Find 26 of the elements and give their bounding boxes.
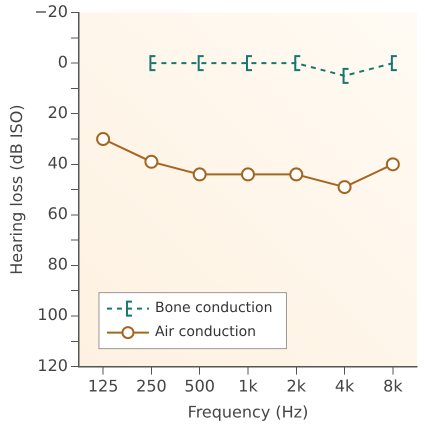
y-tick-label: 60 [48, 204, 68, 224]
y-tick-label: 100 [37, 305, 68, 324]
point [192, 167, 207, 182]
x-tick-label: 2k [286, 376, 307, 396]
point [144, 154, 158, 169]
y-tick-label: 0 [58, 52, 68, 72]
point [338, 180, 352, 194]
point [96, 132, 110, 146]
y-tick-label: −20 [34, 2, 68, 21]
point [289, 167, 304, 182]
y-tick-label: 80 [48, 254, 68, 274]
x-tick-label: 1k [238, 376, 258, 396]
legend-label: Bone conduction [154, 300, 272, 316]
point [386, 157, 400, 172]
y-tick-label: 40 [48, 153, 68, 172]
x-tick-label: 125 [88, 376, 118, 396]
x-tick-label: 500 [184, 376, 215, 396]
x-axis-title: Frequency (Hz) [188, 402, 308, 422]
y-tick-label: 20 [48, 102, 68, 122]
x-tick-label: 250 [136, 376, 167, 396]
point [240, 167, 255, 182]
x-tick-label: 4k [334, 376, 356, 396]
legend-label: Air conduction [154, 324, 256, 340]
y-axis-title: Hearing loss (dB ISO) [6, 104, 26, 275]
x-tick-label: 8k [383, 376, 404, 396]
y-tick-label: 120 [37, 356, 68, 375]
